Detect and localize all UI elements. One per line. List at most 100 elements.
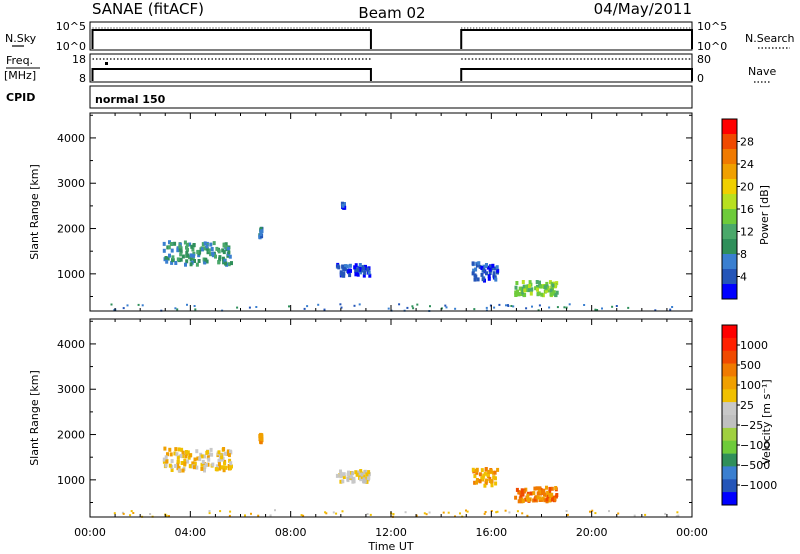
scatter-cell (205, 450, 209, 455)
scatter-cell (193, 457, 197, 462)
cpid-program: normal 150 (95, 93, 166, 106)
scatter-cell (340, 201, 344, 206)
scatter-cell (195, 465, 199, 470)
scatter-cell (166, 256, 170, 261)
scatter-cell (324, 511, 327, 514)
scatter-cell (541, 293, 545, 298)
scatter-cell (219, 510, 222, 513)
frequency-right-tick-top: 80 (697, 53, 711, 66)
scatter-cell (481, 277, 485, 282)
scatter-cell (533, 497, 537, 502)
scatter-cell (203, 246, 207, 251)
scatter-cell (218, 257, 222, 262)
scatter-cell (480, 476, 484, 481)
scatter-cell (429, 305, 431, 308)
scatter-cell (228, 514, 231, 517)
scatter-cell (208, 512, 211, 515)
scatter-cell (190, 244, 194, 249)
scatter-cell (149, 513, 152, 515)
scatter-cell (257, 514, 260, 517)
scatter-cell (423, 512, 426, 515)
scatter-cell (332, 511, 335, 514)
velocity-axes: 1000 2000 3000 4000 (57, 319, 693, 517)
scatter-cell (113, 512, 116, 515)
scatter-cell (193, 305, 196, 307)
scatter-cell (521, 499, 525, 503)
scatter-cell (527, 498, 531, 502)
scatter-cell (546, 288, 550, 293)
xtick-label: 00:00 (74, 526, 106, 539)
scatter-cell (207, 248, 211, 253)
scatter-cell (494, 476, 497, 481)
colorbar-cell (722, 350, 737, 364)
frequency-line (460, 68, 693, 81)
scatter-cell (551, 283, 555, 288)
scatter-cell (416, 303, 419, 306)
scatter-cell (351, 471, 355, 476)
scatter-cell (411, 305, 414, 308)
scatter-cell (493, 470, 497, 475)
power-frame (89, 112, 693, 312)
title-date: 04/May/2011 (594, 0, 692, 18)
scatter-cell (339, 303, 342, 306)
scatter-cell (191, 461, 195, 466)
scatter-cell (484, 467, 488, 472)
noise-right-label: N.Search (745, 32, 795, 45)
ytick-label: 1000 (57, 268, 85, 281)
frequency-left-tick-bottom: 8 (79, 72, 86, 85)
scatter-cell (491, 263, 495, 268)
scatter-cell (317, 303, 320, 306)
scatter-cell (181, 468, 185, 473)
scatter-cell (300, 514, 303, 517)
scatter-cell (366, 267, 370, 272)
scatter-cell (554, 486, 558, 490)
scatter-cell (492, 475, 496, 480)
scatter-cell (221, 457, 224, 462)
power-scatter (110, 201, 674, 312)
scatter-cell (527, 288, 531, 293)
scatter-cell (534, 286, 538, 291)
scatter-cell (466, 510, 469, 513)
ytick-label: 4000 (57, 338, 85, 351)
scatter-cell (189, 257, 193, 262)
scatter-cell (354, 470, 358, 475)
scatter-cell (359, 477, 363, 482)
scatter-cell (514, 495, 518, 500)
scatter-cell (191, 247, 195, 252)
scatter-cell (358, 475, 362, 479)
scatter-cell (512, 305, 515, 308)
scatter-cell (343, 205, 347, 210)
scatter-cell (488, 267, 492, 272)
ytick-label: 4000 (57, 132, 85, 145)
scatter-cell (425, 513, 428, 516)
scatter-cell (528, 280, 532, 285)
scatter-cell (360, 265, 364, 270)
scatter-cell (495, 265, 499, 270)
scatter-cell (250, 512, 252, 515)
scatter-cell (496, 268, 500, 273)
scatter-cell (211, 253, 215, 258)
scatter-cell (217, 249, 221, 254)
scatter-cell (519, 493, 523, 498)
scatter-cell (538, 486, 542, 491)
scatter-cell (227, 453, 231, 458)
colorbar-cell (722, 427, 737, 442)
scatter-cell (174, 261, 178, 265)
scatter-cell (171, 255, 175, 260)
scatter-cell (543, 498, 547, 503)
colorbar-cell (722, 239, 737, 255)
scatter-cell (493, 275, 497, 280)
scatter-cell (489, 265, 493, 269)
scatter-cell (183, 458, 187, 463)
scatter-cell (339, 469, 342, 474)
scatter-cell (471, 271, 475, 276)
scatter-cell (486, 472, 490, 477)
scatter-cell (122, 307, 125, 310)
scatter-cell (475, 478, 479, 482)
colorbar-cell (722, 149, 737, 165)
scatter-cell (342, 267, 346, 272)
scatter-cell (192, 465, 196, 470)
noise-frame (89, 21, 693, 51)
scatter-cell (521, 290, 525, 295)
